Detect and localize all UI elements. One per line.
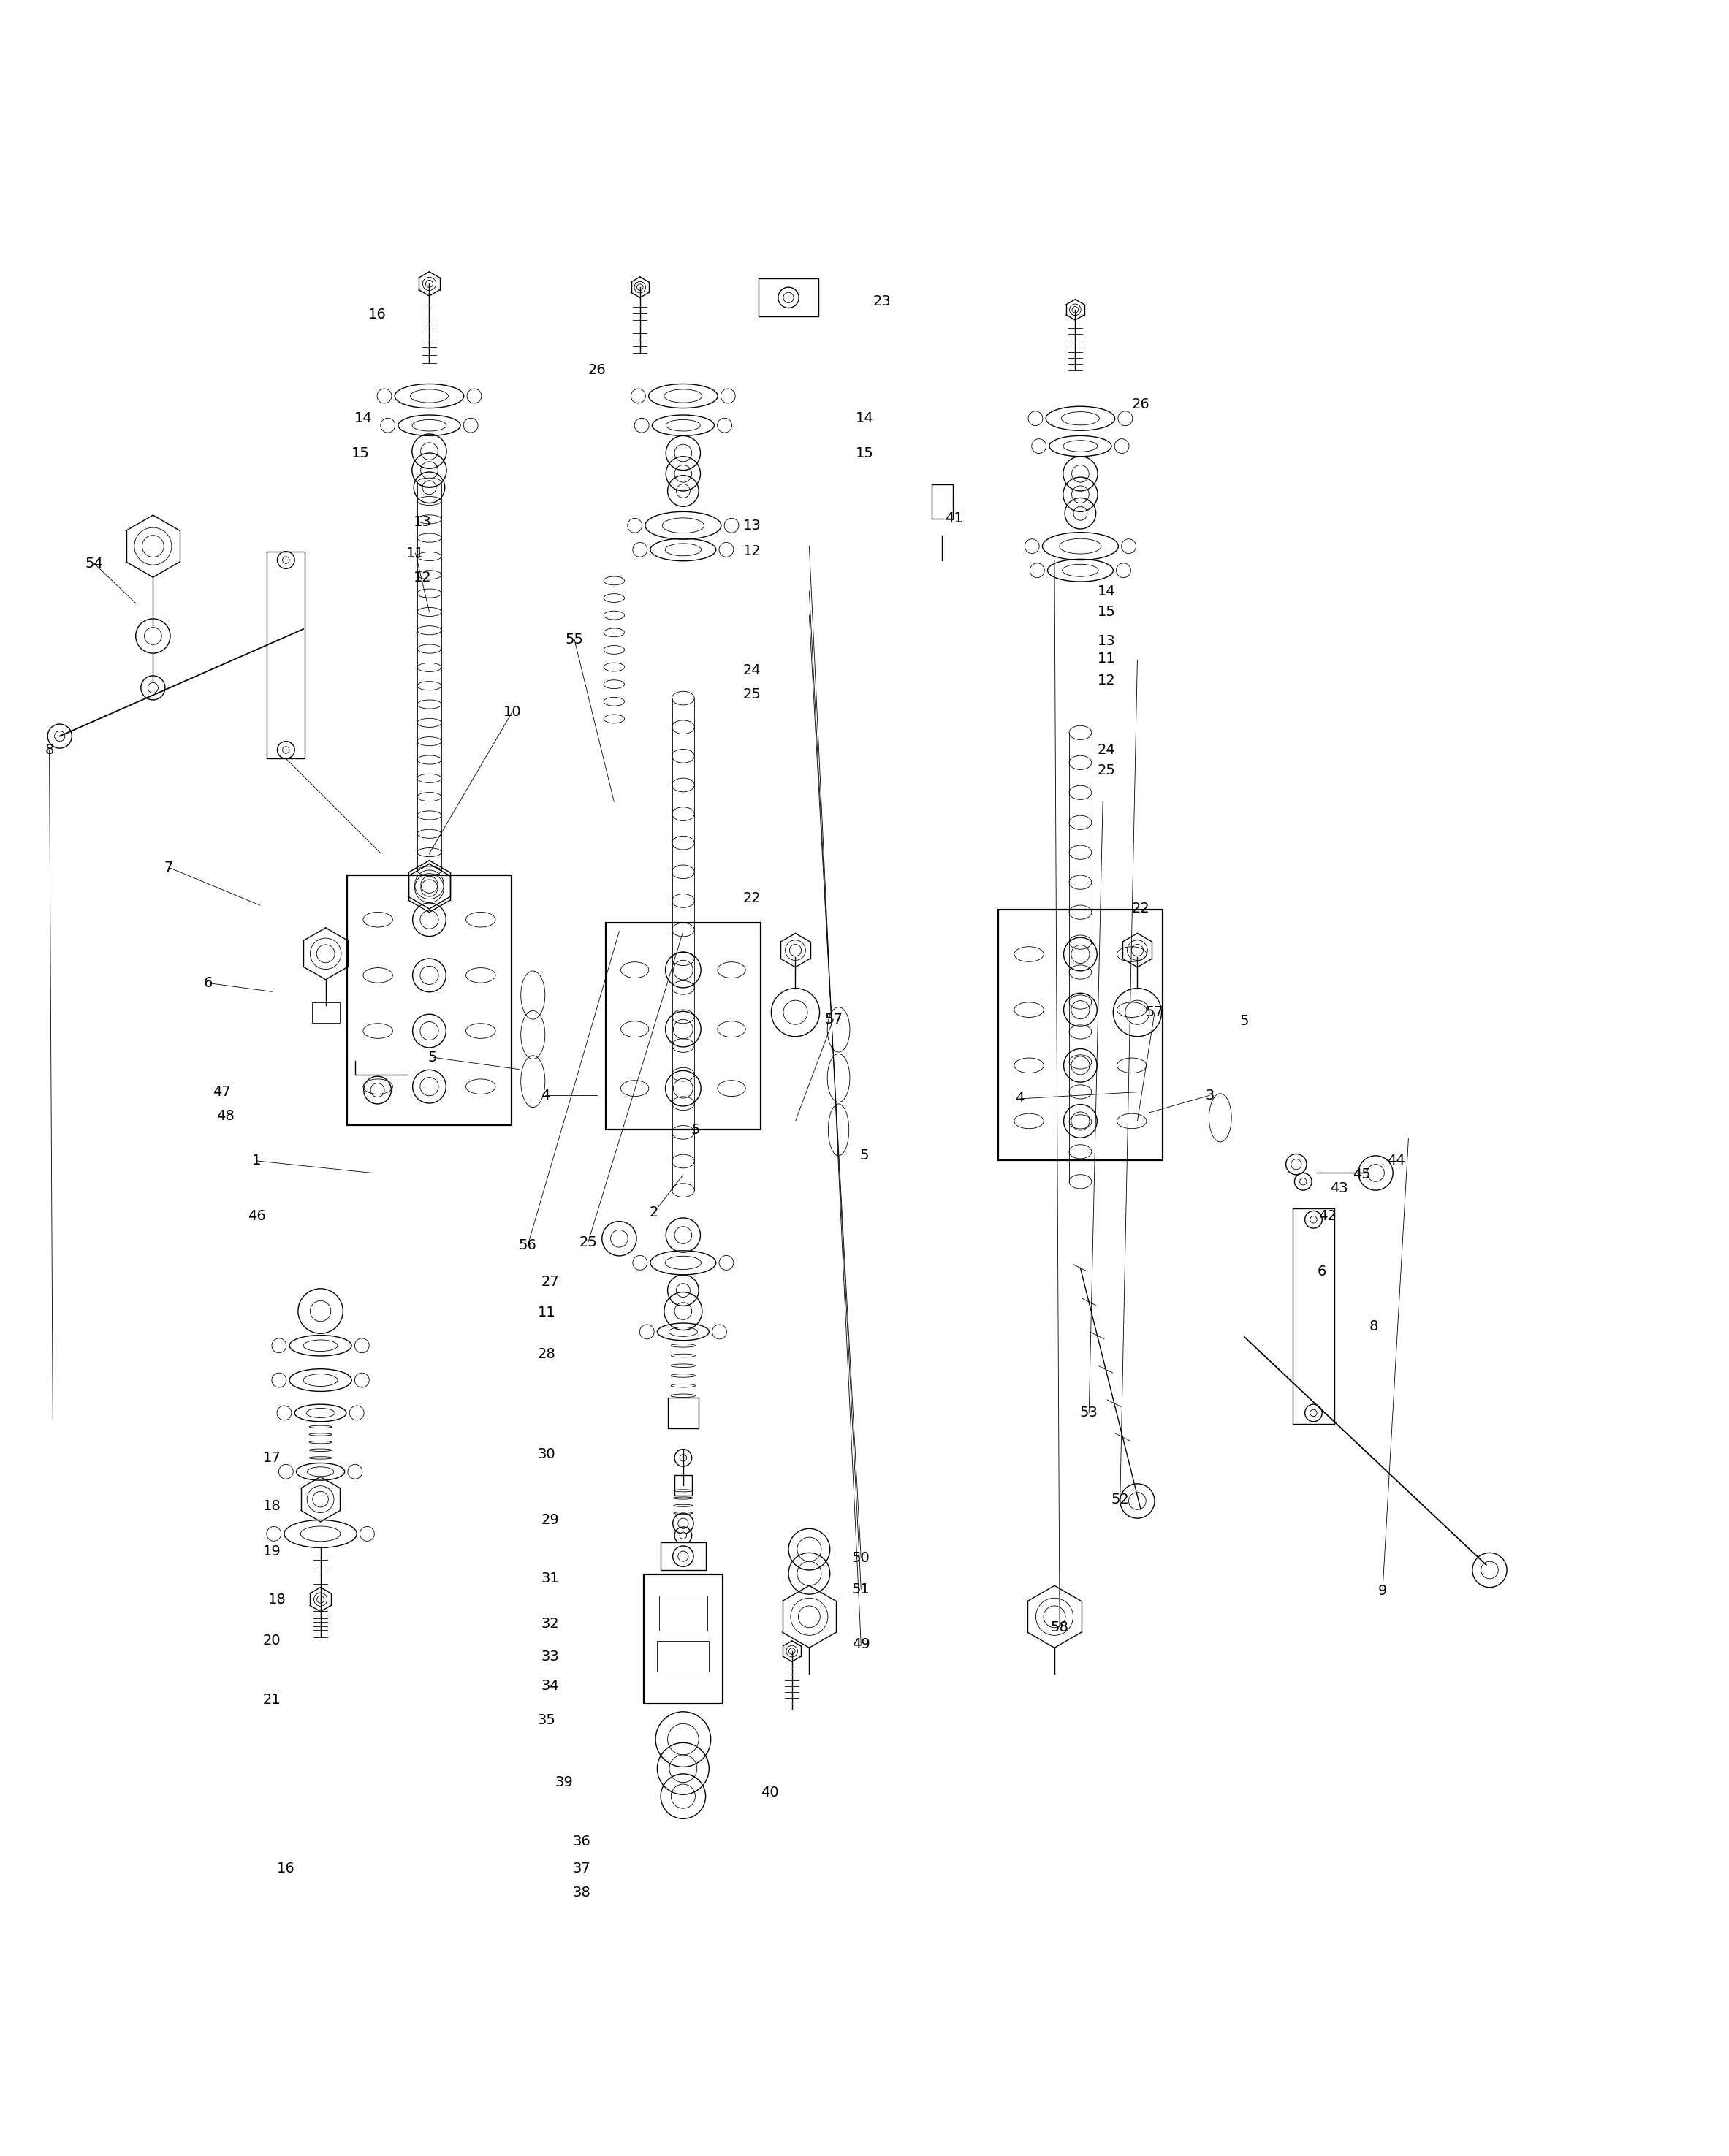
Text: 14: 14	[856, 412, 873, 425]
Text: 54: 54	[85, 556, 104, 571]
Text: 12: 12	[743, 545, 761, 558]
Text: 13: 13	[743, 520, 761, 533]
Text: 13: 13	[1098, 634, 1115, 649]
Text: 45: 45	[1352, 1169, 1371, 1181]
Text: 30: 30	[538, 1447, 555, 1462]
Text: 8: 8	[45, 744, 54, 757]
Text: 38: 38	[572, 1886, 590, 1899]
Text: 5: 5	[690, 1123, 700, 1136]
Text: 28: 28	[538, 1348, 555, 1360]
Text: 42: 42	[1317, 1210, 1337, 1222]
Text: 2: 2	[650, 1205, 659, 1220]
Text: 22: 22	[743, 890, 761, 906]
Text: 15: 15	[856, 446, 873, 459]
Text: 10: 10	[503, 705, 520, 718]
Bar	[657, 1641, 709, 1671]
Text: 5: 5	[429, 1050, 437, 1065]
Text: 11: 11	[1098, 651, 1115, 666]
Text: 5: 5	[1240, 1013, 1248, 1028]
Text: 25: 25	[743, 688, 761, 701]
Text: 47: 47	[213, 1084, 232, 1100]
Text: 19: 19	[263, 1544, 282, 1559]
Text: 33: 33	[541, 1649, 558, 1662]
Bar	[1293, 1207, 1335, 1425]
Text: 14: 14	[1098, 584, 1115, 597]
Bar	[932, 485, 953, 520]
Text: 50: 50	[852, 1550, 870, 1565]
Text: 3: 3	[1205, 1089, 1214, 1102]
Text: 56: 56	[519, 1238, 536, 1253]
Text: 25: 25	[579, 1235, 597, 1248]
Text: 21: 21	[263, 1692, 282, 1708]
Text: 49: 49	[852, 1636, 870, 1651]
Text: 57: 57	[1146, 1005, 1164, 1020]
Text: 13: 13	[413, 515, 432, 528]
Bar	[311, 1003, 339, 1022]
Text: 53: 53	[1081, 1406, 1098, 1421]
Text: 52: 52	[1112, 1492, 1129, 1507]
Text: 12: 12	[413, 571, 432, 584]
Text: 15: 15	[1098, 606, 1115, 619]
Text: 15: 15	[351, 446, 370, 459]
Text: 39: 39	[555, 1777, 572, 1789]
Bar	[998, 910, 1162, 1160]
Text: 22: 22	[1132, 901, 1150, 916]
Text: 1: 1	[252, 1153, 261, 1169]
Text: 25: 25	[1098, 763, 1115, 778]
Text: 6: 6	[204, 977, 213, 990]
Text: 43: 43	[1330, 1181, 1349, 1194]
Text: 18: 18	[268, 1593, 287, 1606]
Bar	[659, 1595, 707, 1630]
Text: 16: 16	[368, 308, 387, 321]
Text: 24: 24	[1098, 744, 1115, 757]
Text: 27: 27	[541, 1274, 558, 1289]
Text: 48: 48	[216, 1108, 235, 1123]
Text: 9: 9	[1378, 1585, 1387, 1598]
Text: 26: 26	[1132, 397, 1150, 412]
Bar	[643, 1574, 723, 1703]
Text: 46: 46	[247, 1210, 266, 1222]
Text: 35: 35	[538, 1714, 555, 1727]
Text: 51: 51	[852, 1583, 870, 1595]
Text: 11: 11	[406, 545, 425, 561]
Text: 44: 44	[1387, 1153, 1406, 1169]
Text: 37: 37	[572, 1863, 590, 1876]
Text: 29: 29	[541, 1514, 558, 1526]
Bar	[660, 1542, 705, 1570]
Text: 11: 11	[538, 1307, 555, 1319]
Text: 32: 32	[541, 1617, 558, 1630]
Bar	[348, 875, 512, 1125]
Text: 4: 4	[1015, 1091, 1025, 1106]
Bar	[266, 552, 304, 759]
Text: 57: 57	[825, 1013, 842, 1026]
Text: 7: 7	[164, 860, 173, 875]
Text: 36: 36	[572, 1835, 590, 1848]
Bar	[759, 278, 820, 317]
Text: 40: 40	[761, 1785, 778, 1800]
Text: 34: 34	[541, 1680, 558, 1692]
Text: 14: 14	[354, 412, 373, 425]
Text: 41: 41	[946, 511, 963, 526]
Text: 4: 4	[541, 1089, 550, 1102]
Text: 5: 5	[859, 1149, 870, 1162]
Text: 12: 12	[1098, 675, 1115, 688]
Bar	[674, 1475, 692, 1496]
Text: 58: 58	[1051, 1619, 1069, 1634]
Text: 24: 24	[743, 664, 761, 677]
Text: 26: 26	[588, 362, 605, 377]
Text: 6: 6	[1317, 1263, 1326, 1279]
Text: 16: 16	[277, 1863, 296, 1876]
Bar	[605, 923, 761, 1130]
Text: 55: 55	[565, 632, 583, 647]
Text: 20: 20	[263, 1634, 282, 1647]
Text: 23: 23	[873, 293, 890, 308]
Text: 18: 18	[263, 1498, 282, 1514]
Text: 31: 31	[541, 1572, 558, 1585]
Text: 8: 8	[1369, 1319, 1378, 1335]
Text: 17: 17	[263, 1451, 282, 1464]
Bar	[667, 1397, 699, 1429]
